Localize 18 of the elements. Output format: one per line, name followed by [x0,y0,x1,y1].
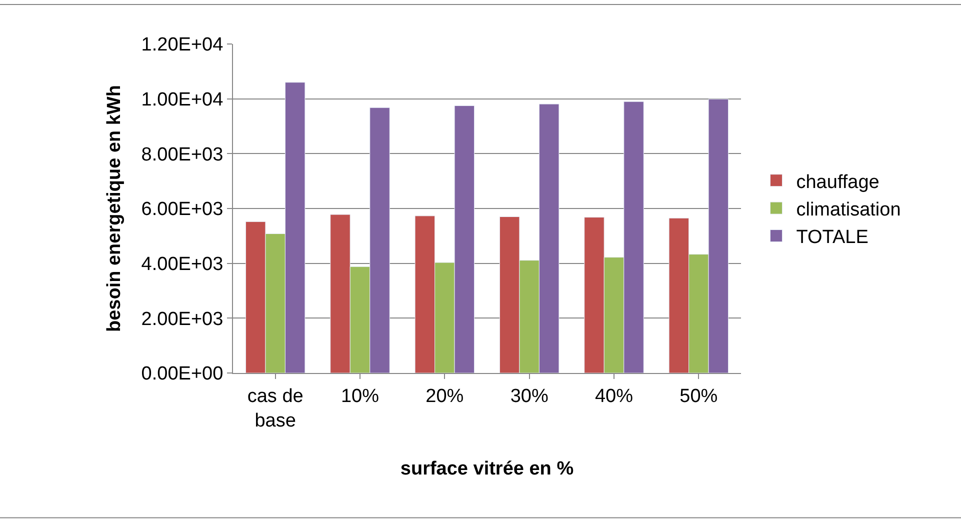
x-tick-label: 40% [594,386,634,407]
x-tick-label: 10% [340,386,380,407]
y-tick-label: 8.00E+03 [141,144,224,166]
y-tick-label: 0.00E+00 [141,364,224,385]
y-tick-label: 1.20E+04 [141,34,224,56]
legend-label: climatisation [796,199,901,220]
y-tick-label: 6.00E+03 [141,199,224,220]
y-tick-label: 1.00E+04 [141,89,224,110]
y-tick-label: 2.00E+03 [141,308,224,330]
y-axis-title: besoin energetique en kWh [104,84,126,332]
x-tick-label: 20% [426,386,464,407]
x-tick-label: 30% [510,386,548,407]
x-axis-title: surface vitrée en % [400,458,574,480]
x-tick-label: 50% [680,386,718,407]
legend-label: chauffage [796,172,880,193]
legend-label: TOTALE [796,227,868,248]
x-tick-label: cas de base [247,386,304,432]
y-tick-label: 4.00E+03 [141,254,224,275]
